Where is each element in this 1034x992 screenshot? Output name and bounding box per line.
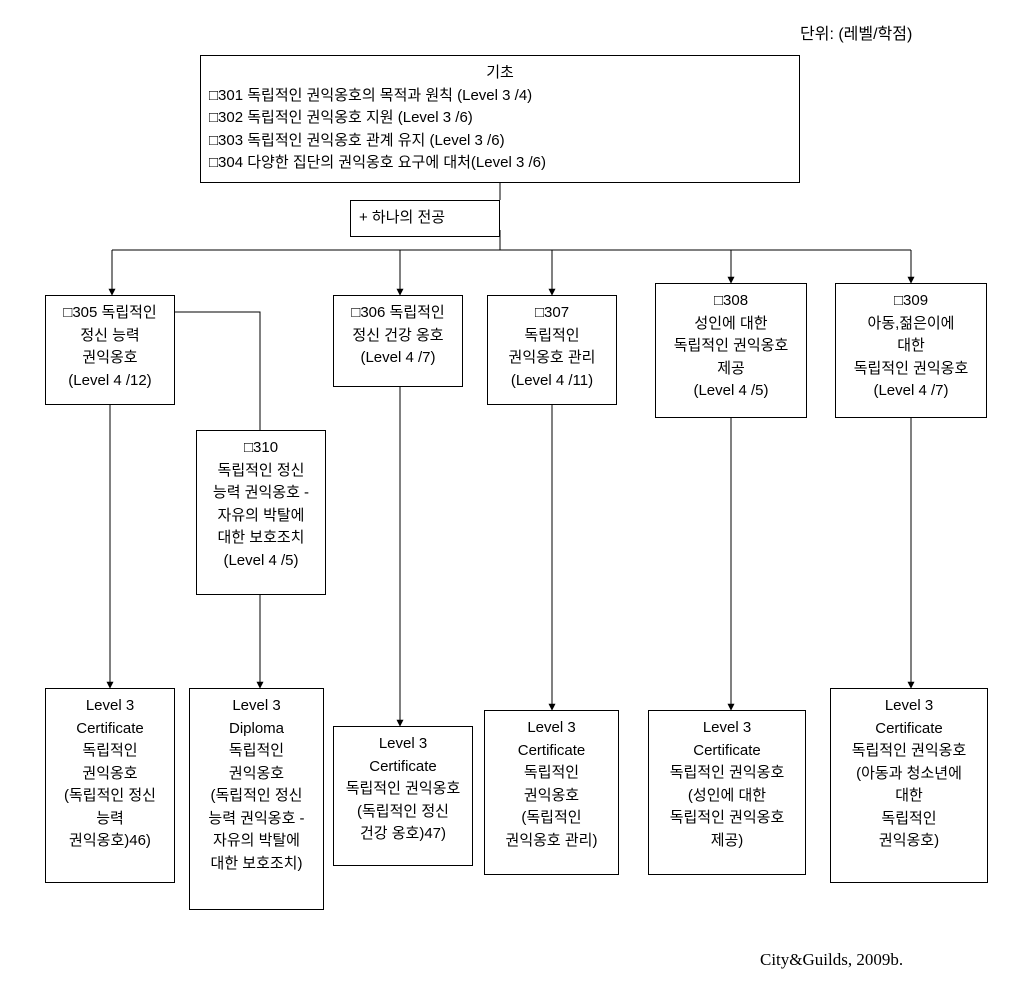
leaf-line: 독립적인 권익옹호	[657, 762, 797, 785]
leaf-line: Level 3	[198, 695, 315, 718]
leaf-line: 독립적인 권익옹호	[342, 778, 464, 801]
leaf-line: 권익옹호)46)	[54, 830, 166, 853]
leaf-line: Diploma	[198, 718, 315, 741]
leaf-cert-1: Level 3 Certificate 독립적인 권익옹호 (독립적인 정신 능…	[45, 688, 175, 883]
leaf-line: Level 3	[54, 695, 166, 718]
node-line: □305 독립적인	[54, 302, 166, 325]
leaf-line: 자유의 박탈에	[198, 830, 315, 853]
leaf-line: 능력 권익옹호 -	[198, 808, 315, 831]
leaf-line: 독립적인	[198, 740, 315, 763]
plus-major-box: + 하나의 전공	[350, 200, 500, 237]
leaf-line: 독립적인	[839, 808, 979, 831]
foundation-item: □301 독립적인 권익옹호의 목적과 원칙 (Level 3 /4)	[209, 85, 791, 108]
foundation-item: □302 독립적인 권익옹호 지원 (Level 3 /6)	[209, 107, 791, 130]
leaf-line: Level 3	[342, 733, 464, 756]
node-line: 자유의 박탈에	[205, 505, 317, 528]
node-310: □310 독립적인 정신 능력 권익옹호 - 자유의 박탈에 대한 보호조치 (…	[196, 430, 326, 595]
node-line: 아동,젊은이에	[844, 313, 978, 336]
diagram-container: 단위: (레벨/학점) 기초 □301 독립적인 권익옹호의 목적과 원칙 (L…	[0, 0, 1034, 992]
leaf-line: Level 3	[493, 717, 610, 740]
node-309: □309 아동,젊은이에 대한 독립적인 권익옹호 (Level 4 /7)	[835, 283, 987, 418]
leaf-cert-3: Level 3 Certificate 독립적인 권익옹호 (독립적인 정신 건…	[333, 726, 473, 866]
node-line: (Level 4 /7)	[844, 380, 978, 403]
source-label: City&Guilds, 2009b.	[760, 950, 903, 970]
node-line: 독립적인 권익옹호	[844, 358, 978, 381]
leaf-line: Level 3	[657, 717, 797, 740]
foundation-item: □303 독립적인 권익옹호 관계 유지 (Level 3 /6)	[209, 130, 791, 153]
leaf-line: 독립적인 권익옹호	[657, 807, 797, 830]
unit-label: 단위: (레벨/학점)	[800, 20, 912, 44]
leaf-cert-6: Level 3 Certificate 독립적인 권익옹호 (아동과 청소년에 …	[830, 688, 988, 883]
node-307: □307 독립적인 권익옹호 관리 (Level 4 /11)	[487, 295, 617, 405]
leaf-line: (독립적인 정신	[198, 785, 315, 808]
foundation-box: 기초 □301 독립적인 권익옹호의 목적과 원칙 (Level 3 /4) □…	[200, 55, 800, 183]
leaf-line: 능력	[54, 808, 166, 831]
node-line: 권익옹호	[54, 347, 166, 370]
leaf-line: 권익옹호)	[839, 830, 979, 853]
leaf-line: Certificate	[657, 740, 797, 763]
leaf-line: Certificate	[493, 740, 610, 763]
foundation-item: □304 다양한 집단의 권익옹호 요구에 대처(Level 3 /6)	[209, 152, 791, 175]
node-line: 독립적인 정신	[205, 460, 317, 483]
node-line: (Level 4 /5)	[205, 550, 317, 573]
node-line: 정신 건강 옹호	[342, 325, 454, 348]
leaf-line: (성인에 대한	[657, 785, 797, 808]
node-line: (Level 4 /11)	[496, 370, 608, 393]
leaf-line: 독립적인	[54, 740, 166, 763]
node-line: 대한	[844, 335, 978, 358]
leaf-line: 대한 보호조치)	[198, 853, 315, 876]
leaf-line: 대한	[839, 785, 979, 808]
leaf-line: 건강 옹호)47)	[342, 823, 464, 846]
node-line: 독립적인	[496, 325, 608, 348]
leaf-line: Level 3	[839, 695, 979, 718]
leaf-line: (독립적인 정신	[342, 801, 464, 824]
node-line: 능력 권익옹호 -	[205, 482, 317, 505]
node-line: 정신 능력	[54, 325, 166, 348]
node-line: 권익옹호 관리	[496, 347, 608, 370]
node-line: □310	[205, 437, 317, 460]
node-306: □306 독립적인 정신 건강 옹호 (Level 4 /7)	[333, 295, 463, 387]
node-305: □305 독립적인 정신 능력 권익옹호 (Level 4 /12)	[45, 295, 175, 405]
node-line: 성인에 대한	[664, 313, 798, 336]
foundation-title: 기초	[209, 62, 791, 85]
node-line: (Level 4 /7)	[342, 347, 454, 370]
leaf-cert-5: Level 3 Certificate 독립적인 권익옹호 (성인에 대한 독립…	[648, 710, 806, 875]
leaf-line: Certificate	[342, 756, 464, 779]
leaf-line: 권익옹호	[54, 763, 166, 786]
node-line: 제공	[664, 358, 798, 381]
node-line: □308	[664, 290, 798, 313]
leaf-line: 권익옹호	[493, 785, 610, 808]
leaf-line: (독립적인	[493, 807, 610, 830]
leaf-line: (독립적인 정신	[54, 785, 166, 808]
leaf-line: (아동과 청소년에	[839, 763, 979, 786]
leaf-line: Certificate	[54, 718, 166, 741]
leaf-diploma-2: Level 3 Diploma 독립적인 권익옹호 (독립적인 정신 능력 권익…	[189, 688, 324, 910]
leaf-line: 권익옹호 관리)	[493, 830, 610, 853]
leaf-line: 제공)	[657, 830, 797, 853]
leaf-cert-4: Level 3 Certificate 독립적인 권익옹호 (독립적인 권익옹호…	[484, 710, 619, 875]
node-line: 대한 보호조치	[205, 527, 317, 550]
leaf-line: 권익옹호	[198, 763, 315, 786]
leaf-line: Certificate	[839, 718, 979, 741]
node-line: (Level 4 /12)	[54, 370, 166, 393]
node-line: □307	[496, 302, 608, 325]
node-line: □306 독립적인	[342, 302, 454, 325]
node-line: □309	[844, 290, 978, 313]
node-308: □308 성인에 대한 독립적인 권익옹호 제공 (Level 4 /5)	[655, 283, 807, 418]
node-line: 독립적인 권익옹호	[664, 335, 798, 358]
leaf-line: 독립적인 권익옹호	[839, 740, 979, 763]
node-line: (Level 4 /5)	[664, 380, 798, 403]
leaf-line: 독립적인	[493, 762, 610, 785]
